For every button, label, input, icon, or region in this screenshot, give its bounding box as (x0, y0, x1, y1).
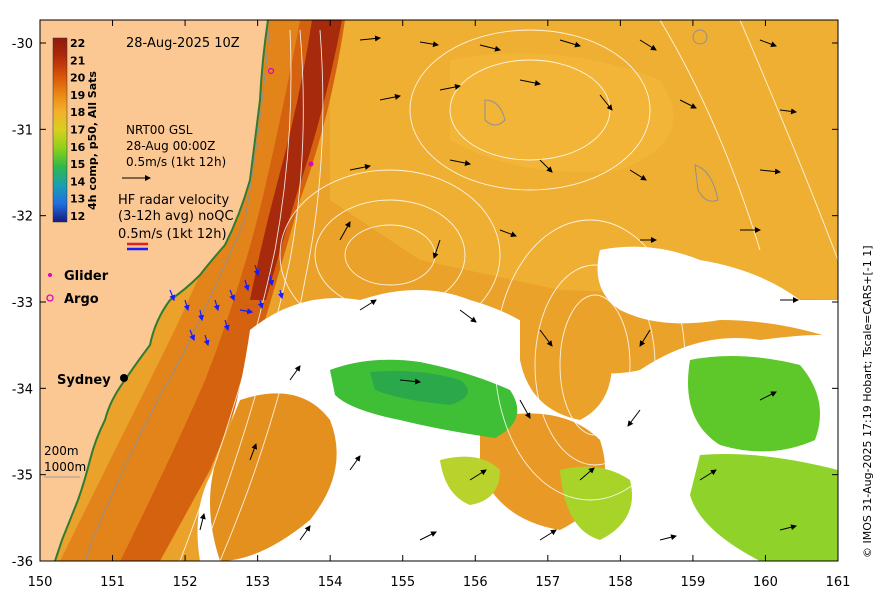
colorbar-tick-14: 14 (70, 175, 86, 188)
x-tick-label-154: 154 (318, 575, 343, 590)
x-tick-label-161: 161 (826, 575, 851, 590)
radar-legend-line2: (3-12h avg) noQC (118, 209, 234, 224)
x-tick-label-150: 150 (28, 575, 53, 590)
x-tick-label-160: 160 (753, 575, 778, 590)
y-axis: -30 -31 -32 -33 -34 -35 -36 (12, 37, 838, 570)
colorbar-tick-12: 12 (70, 210, 85, 223)
y-tick-label--35: -35 (12, 469, 33, 484)
radar-legend-line3: 0.5m/s (1kt 12h) (118, 227, 227, 242)
gsl-legend-line2: 28-Aug 00:00Z (126, 139, 215, 153)
colorbar-tick-15: 15 (70, 158, 85, 171)
x-tick-label-152: 152 (173, 575, 198, 590)
y-tick-label--32: -32 (12, 210, 33, 225)
depth-label-200: 200m (44, 444, 79, 458)
y-tick-label--33: -33 (12, 296, 33, 311)
y-tick-label--30: -30 (12, 37, 33, 52)
x-tick-label-156: 156 (463, 575, 488, 590)
gsl-legend-line3: 0.5m/s (1kt 12h) (126, 155, 226, 169)
x-tick-label-151: 151 (100, 575, 125, 590)
x-tick-label-157: 157 (535, 575, 560, 590)
x-tick-label-153: 153 (245, 575, 270, 590)
colorbar-label: 4h comp, p50, All Sats (86, 71, 99, 210)
x-tick-label-159: 159 (680, 575, 705, 590)
y-tick-label--34: -34 (12, 382, 33, 397)
radar-legend: HF radar velocity (3-12h avg) noQC 0.5m/… (118, 193, 234, 251)
colorbar-tick-21: 21 (70, 54, 85, 67)
x-axis: 150 151 152 153 154 155 156 157 158 159 160 161 (28, 20, 851, 590)
gsl-legend-line1: NRT00 GSL (126, 123, 193, 137)
depth-label-1000: 1000m (44, 460, 86, 474)
argo-label: Argo (64, 292, 99, 307)
credit-label: © IMOS 31-Aug-2025 17:19 Hobart; Tscale=… (861, 245, 874, 558)
colorbar: 22 21 20 19 18 17 16 15 14 13 12 4h comp, p50, All… (52, 37, 99, 223)
y-tick-label--36: -36 (12, 555, 33, 570)
colorbar-tick-22: 22 (70, 37, 85, 50)
radar-legend-line1: HF radar velocity (118, 193, 230, 208)
x-tick-label-158: 158 (608, 575, 633, 590)
colorbar-tick-20: 20 (70, 72, 86, 85)
argo-ring-icon (46, 294, 54, 302)
sydney-marker (120, 374, 128, 382)
gsl-legend: NRT00 GSL 28-Aug 00:00Z 0.5m/s (1kt 12h) (122, 123, 226, 181)
colorbar-tick-13: 13 (70, 193, 85, 206)
colorbar-tick-16: 16 (70, 141, 86, 154)
timestamp-label: 28-Aug-2025 10Z (126, 36, 240, 51)
colorbar-tick-19: 19 (70, 89, 85, 102)
x-tick-label-155: 155 (390, 575, 415, 590)
glider-label: Glider (64, 269, 109, 284)
sydney-label: Sydney (57, 373, 111, 388)
map-area (40, 20, 838, 561)
glider-dot-icon (48, 273, 52, 277)
y-tick-label--31: -31 (12, 123, 33, 138)
colorbar-tick-18: 18 (70, 106, 85, 119)
colorbar-tick-17: 17 (70, 124, 85, 137)
